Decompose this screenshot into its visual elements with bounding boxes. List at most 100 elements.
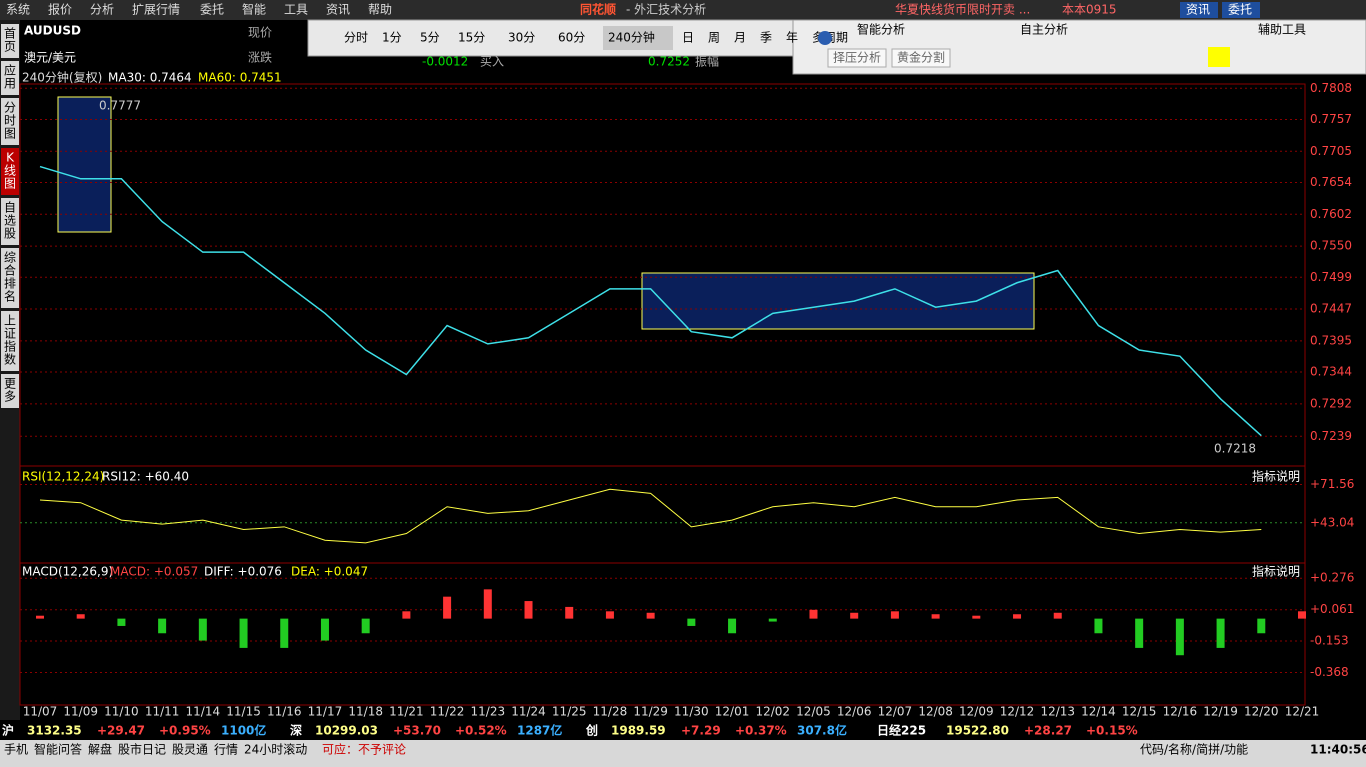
side-tab-char[interactable]: 更 bbox=[4, 377, 16, 391]
side-tab-char[interactable]: 综 bbox=[4, 251, 16, 265]
side-tab[interactable] bbox=[1, 148, 19, 195]
panel-button[interactable] bbox=[891, 48, 951, 68]
side-tab-char[interactable]: 合 bbox=[4, 263, 16, 278]
ticker-item: 1287亿 bbox=[517, 723, 562, 738]
side-tab-label[interactable]: 更多 bbox=[0, 384, 22, 398]
side-tab-label[interactable]: 首页 bbox=[0, 34, 22, 48]
side-tab-char[interactable]: 股 bbox=[4, 227, 16, 241]
status-item[interactable]: 行情 bbox=[214, 743, 238, 757]
menu-item[interactable]: 工具 bbox=[284, 3, 308, 17]
side-tab-char[interactable]: 排 bbox=[4, 277, 16, 291]
panel-tab[interactable]: 辅助工具 bbox=[1258, 23, 1306, 37]
side-tab-char[interactable]: 图 bbox=[4, 177, 16, 191]
period-button[interactable]: 季 bbox=[760, 31, 772, 45]
status-item[interactable]: 可应：不予评论 bbox=[322, 742, 406, 757]
side-tab-char[interactable]: 线 bbox=[4, 164, 16, 178]
side-tab-label[interactable]: K线图 bbox=[0, 164, 26, 178]
side-tab-char[interactable]: 选 bbox=[4, 214, 16, 228]
settings-icon[interactable] bbox=[818, 31, 832, 45]
panel-tab[interactable]: 智能分析 bbox=[857, 22, 905, 37]
side-tab-char[interactable]: 指 bbox=[4, 339, 16, 354]
color-swatch[interactable] bbox=[1208, 47, 1230, 67]
annotation: 0.7218 bbox=[1214, 442, 1256, 456]
menu-item[interactable]: 分析 bbox=[90, 3, 114, 17]
menu-item[interactable]: 系统 bbox=[6, 3, 30, 17]
top-button-label[interactable]: 委托 bbox=[1228, 3, 1252, 17]
range-label: 振幅 bbox=[695, 54, 719, 69]
side-tab-char[interactable]: 分 bbox=[4, 101, 16, 115]
side-tab-char[interactable]: 自 bbox=[4, 201, 16, 215]
side-tab[interactable] bbox=[1, 248, 19, 308]
help[interactable]: 指标说明 bbox=[1252, 564, 1300, 579]
status-item[interactable]: 24小时滚动 bbox=[244, 742, 307, 757]
status-item[interactable]: 手机 bbox=[4, 743, 28, 757]
panel-button-label[interactable]: 黄金分割 bbox=[897, 50, 945, 65]
menu-item[interactable]: 报价 bbox=[48, 2, 72, 17]
side-tab-char[interactable]: 多 bbox=[4, 390, 16, 404]
menu-item[interactable]: 资讯 bbox=[326, 3, 350, 17]
period-button[interactable]: 年 bbox=[786, 31, 798, 45]
side-tab-char[interactable]: 应 bbox=[4, 63, 16, 78]
y-tick-label: -0.368 bbox=[1310, 665, 1349, 679]
side-tab[interactable] bbox=[1, 198, 19, 245]
x-tick-label: 12/08 bbox=[918, 705, 953, 719]
period-button[interactable]: 30分 bbox=[508, 31, 535, 45]
top-button[interactable] bbox=[1222, 2, 1260, 18]
side-tab-char[interactable]: 页 bbox=[4, 40, 16, 54]
status-item[interactable]: 股灵通 bbox=[172, 743, 208, 757]
side-tab-char[interactable]: 名 bbox=[4, 289, 16, 304]
x-tick-label: 11/22 bbox=[430, 705, 465, 719]
side-tab[interactable] bbox=[1, 61, 19, 95]
period-button[interactable]: 月 bbox=[734, 31, 746, 45]
period-button[interactable]: 分时 bbox=[344, 31, 368, 45]
period-button[interactable]: 60分 bbox=[558, 31, 585, 45]
period-button[interactable]: 240分钟 bbox=[608, 30, 655, 45]
top-button[interactable] bbox=[1180, 2, 1218, 18]
side-tab[interactable] bbox=[1, 98, 19, 145]
y-tick-label: 0.7344 bbox=[1310, 365, 1352, 379]
panel-tab[interactable]: 自主分析 bbox=[1020, 23, 1068, 37]
y-tick-label: 0.7808 bbox=[1310, 81, 1352, 95]
side-tab-char[interactable]: 首 bbox=[4, 27, 16, 41]
menu-item[interactable]: 扩展行情 bbox=[132, 3, 180, 17]
side-tab-label[interactable]: 分时图 bbox=[0, 114, 28, 128]
side-tab-char[interactable]: K bbox=[6, 151, 15, 165]
price-label: 现价 bbox=[248, 26, 272, 40]
menu-item[interactable]: 智能 bbox=[242, 2, 266, 17]
side-tab-char[interactable]: 数 bbox=[4, 352, 16, 367]
side-tab[interactable] bbox=[1, 311, 19, 371]
status-item[interactable]: 11:40:56 bbox=[1310, 743, 1366, 757]
period-button[interactable]: 日 bbox=[682, 31, 694, 45]
side-tab[interactable] bbox=[1, 24, 19, 58]
side-tab[interactable] bbox=[1, 374, 19, 408]
top-button-label[interactable]: 资讯 bbox=[1186, 3, 1210, 17]
period-button[interactable]: 5分 bbox=[420, 31, 440, 45]
macd-bar bbox=[1175, 618, 1184, 656]
period-button[interactable]: 1分 bbox=[382, 31, 402, 45]
status-item[interactable]: 代码/名称/简拼/功能 bbox=[1140, 742, 1248, 757]
ticker-item: 1100亿 bbox=[221, 723, 266, 738]
menu-item[interactable]: 委托 bbox=[200, 3, 224, 17]
side-tab-char[interactable]: 时 bbox=[4, 114, 16, 128]
period-button[interactable]: 周 bbox=[708, 31, 720, 45]
ticker-item: +0.15% bbox=[1086, 724, 1138, 738]
side-tab-char[interactable]: 图 bbox=[4, 127, 16, 141]
macd-bar bbox=[931, 614, 940, 619]
panel-button[interactable] bbox=[827, 48, 887, 68]
menu-item[interactable]: 帮助 bbox=[368, 3, 392, 17]
status-item[interactable]: 股市日记 bbox=[118, 742, 166, 757]
side-tab-char[interactable]: 证 bbox=[4, 327, 16, 341]
status-item[interactable]: 解盘 bbox=[88, 742, 112, 757]
status-item[interactable]: 智能问答 bbox=[34, 742, 82, 757]
period-button[interactable]: 15分 bbox=[458, 31, 485, 45]
side-tab-label[interactable]: 应用 bbox=[0, 70, 22, 85]
side-tab-label[interactable]: 自选股 bbox=[0, 214, 28, 228]
panel-button-label[interactable]: 择压分析 bbox=[833, 51, 881, 65]
help[interactable]: 指标说明 bbox=[1252, 469, 1300, 484]
side-tab-char[interactable]: 上 bbox=[4, 314, 16, 328]
ma60: MA60: 0.7451 bbox=[198, 71, 282, 85]
side-tab-char[interactable]: 用 bbox=[4, 77, 16, 91]
y-tick-label: 0.7602 bbox=[1310, 207, 1352, 221]
